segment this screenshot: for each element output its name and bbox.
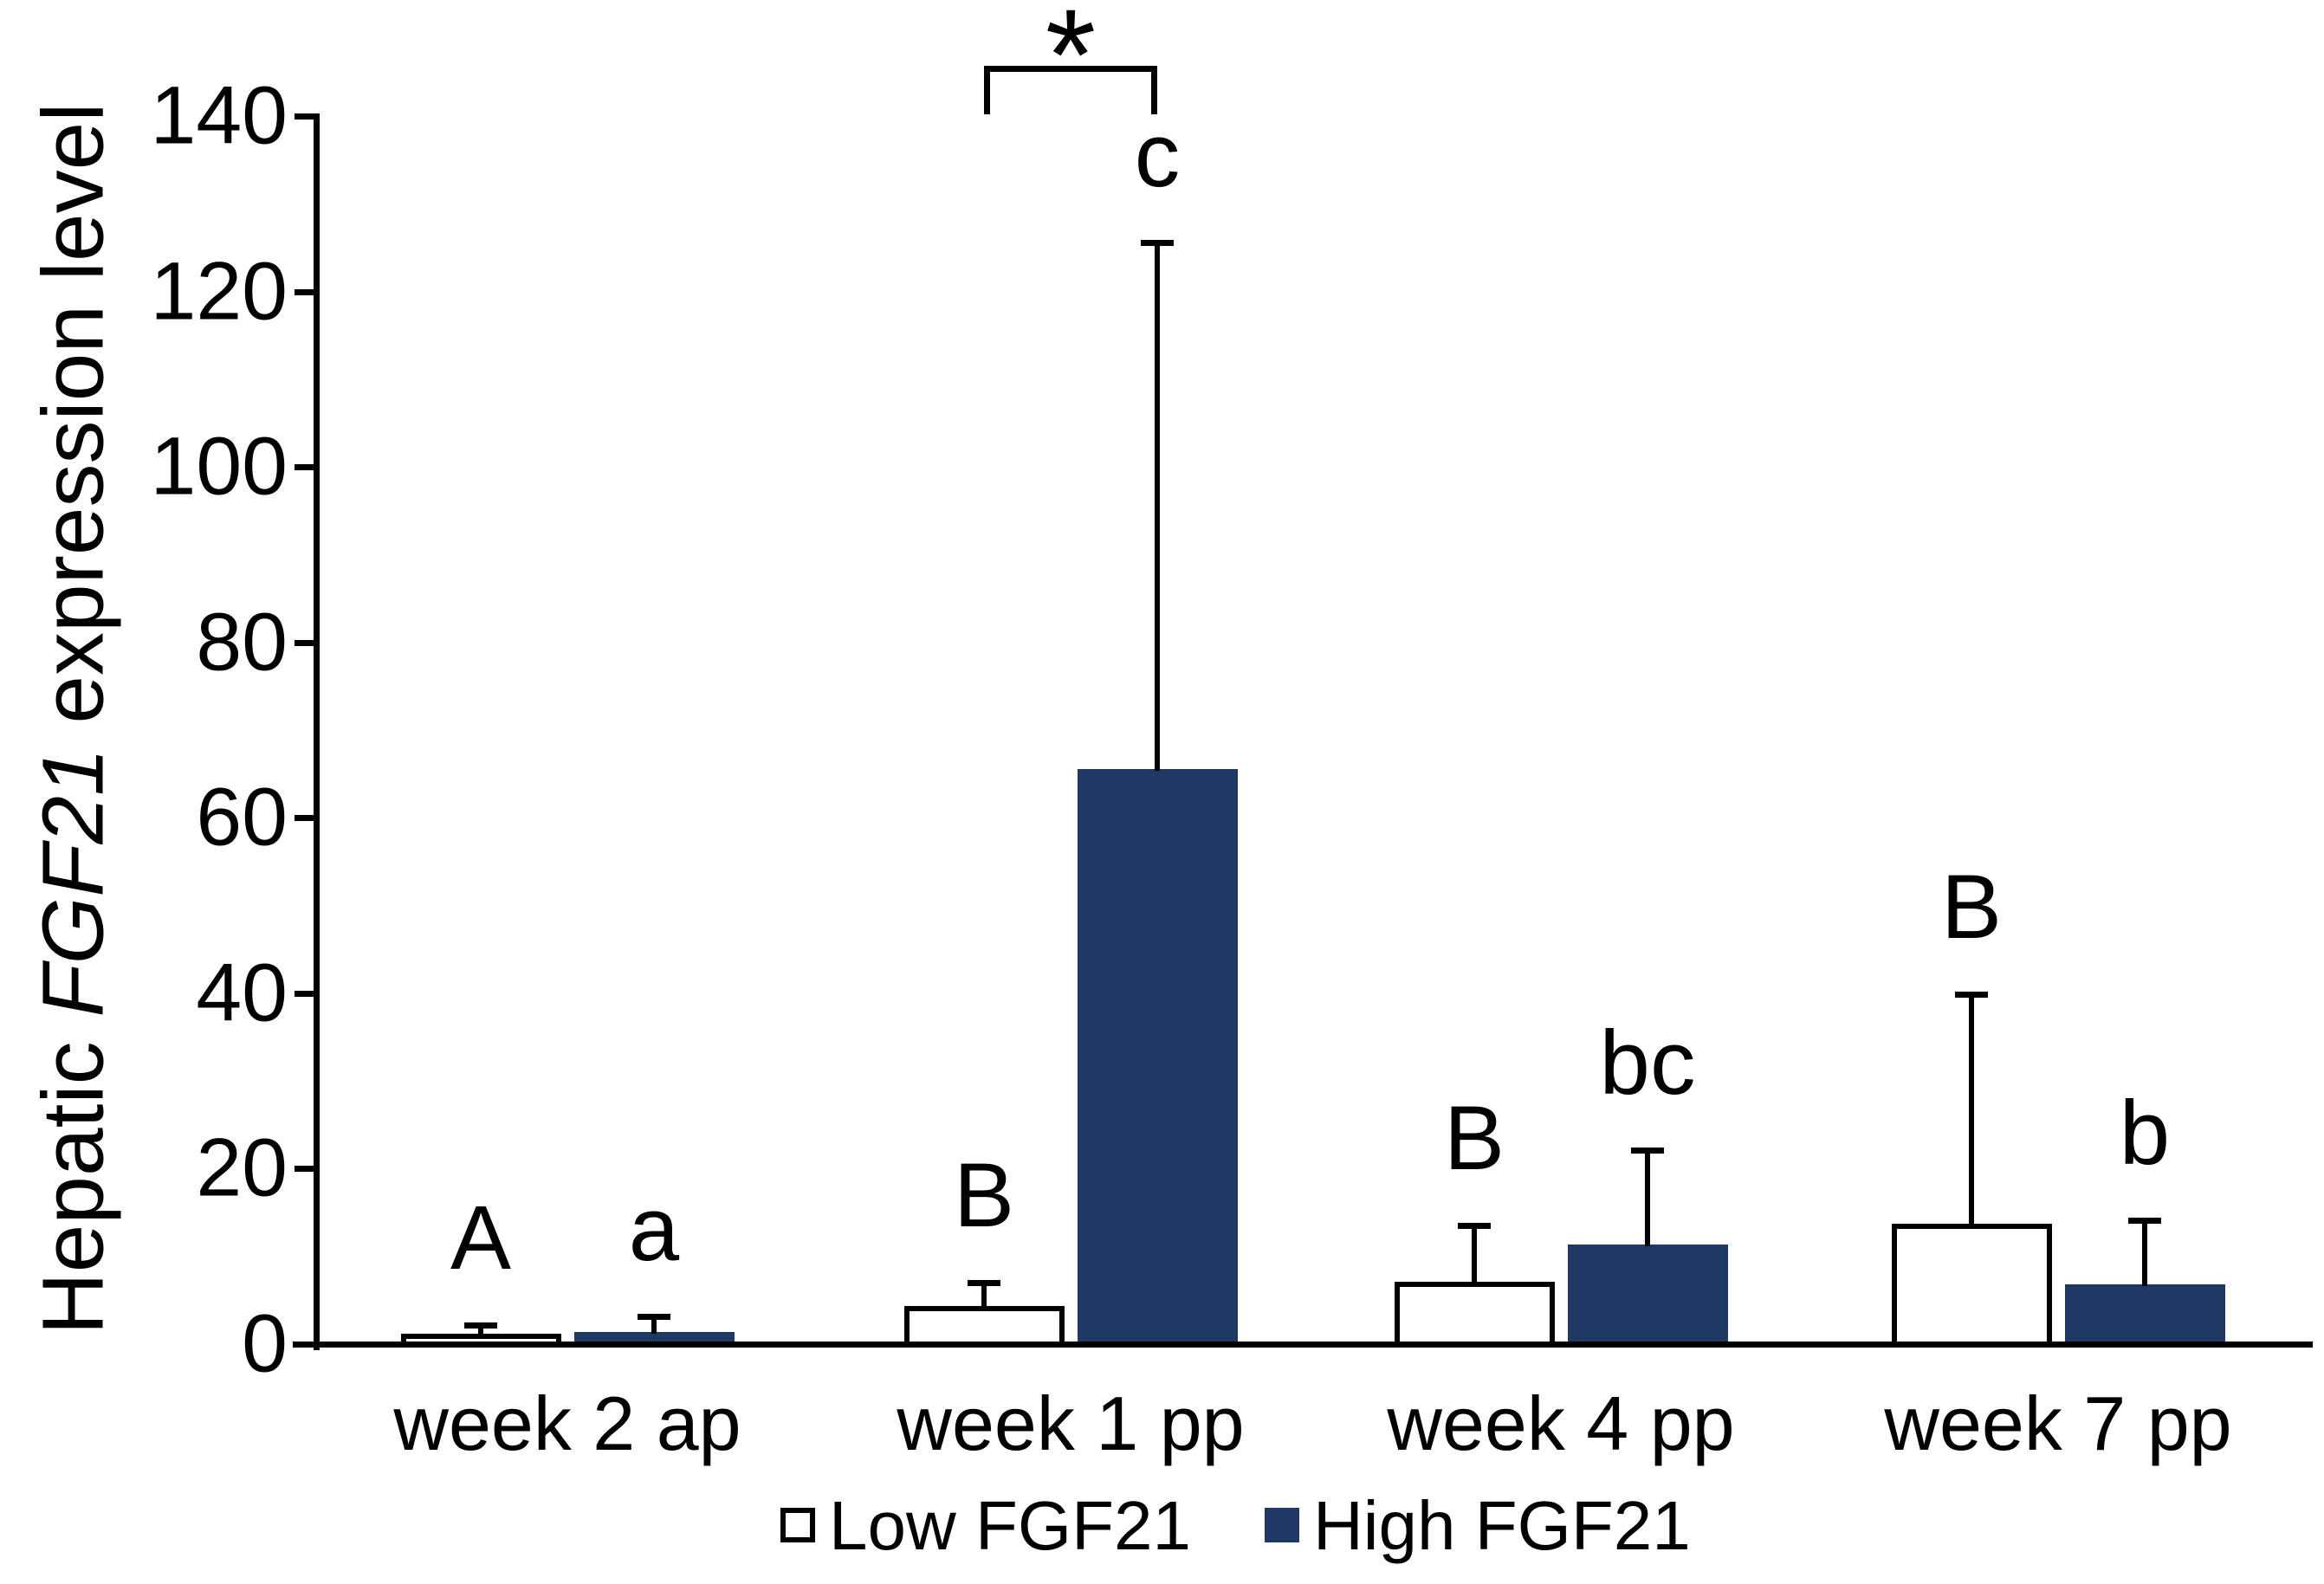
significance-letter: c [1134, 104, 1181, 206]
x-axis-label-week-2-ap: week 2 ap [393, 1380, 741, 1466]
significance-letter: B [953, 1145, 1015, 1247]
legend-swatch-high [1265, 1508, 1299, 1542]
error-bar [981, 1283, 987, 1309]
error-bar [478, 1324, 483, 1335]
y-tick [295, 639, 319, 646]
y-tick [295, 1166, 319, 1173]
bar-high-week-4-pp [1567, 1244, 1728, 1347]
error-bar-cap [638, 1313, 670, 1320]
y-tick [295, 464, 319, 471]
significance-letter: A [450, 1186, 512, 1289]
bar-low-week-4-pp [1394, 1282, 1555, 1347]
error-bar-cap [2128, 1218, 2161, 1225]
y-tick [295, 288, 319, 295]
bar-high-week-1-pp [1077, 768, 1238, 1347]
x-axis-label-week-1-pp: week 1 pp [897, 1380, 1245, 1466]
significance-letter: b [2119, 1083, 2171, 1185]
error-bar-cap [968, 1280, 1000, 1287]
y-tick [295, 113, 319, 120]
error-bar [651, 1316, 657, 1334]
y-tick-label: 120 [150, 245, 288, 338]
bar-low-week-7-pp [1891, 1224, 2052, 1347]
legend-swatch-low [780, 1508, 815, 1542]
y-tick [295, 990, 319, 997]
y-tick-label: 20 [196, 1122, 288, 1214]
significance-letter: bc [1599, 1012, 1696, 1115]
error-bar [1155, 242, 1160, 771]
bar-low-week-1-pp [903, 1306, 1065, 1347]
error-bar [1472, 1225, 1477, 1284]
bar-high-week-7-pp [2064, 1284, 2225, 1347]
significance-letter: B [1940, 856, 2003, 958]
error-bar [1969, 993, 1974, 1226]
x-axis-line [293, 1342, 2313, 1348]
error-bar-cap [1458, 1223, 1491, 1230]
significance-asterisk: * [1045, 0, 1097, 127]
significance-letter: a [628, 1178, 680, 1280]
error-bar-cap [464, 1322, 497, 1329]
y-tick [295, 815, 319, 822]
significance-bracket [984, 66, 1157, 114]
y-tick-label: 40 [196, 947, 288, 1039]
x-axis-label-week-4-pp: week 4 pp [1387, 1380, 1735, 1466]
y-tick-label: 0 [242, 1297, 288, 1390]
y-tick-label: 140 [150, 69, 288, 162]
y-axis-line [314, 113, 320, 1350]
x-axis-label-week-7-pp: week 7 pp [1884, 1380, 2232, 1466]
error-bar [1645, 1150, 1650, 1246]
error-bar-cap [1955, 991, 1988, 998]
y-tick-label: 80 [196, 596, 288, 689]
y-tick-label: 100 [150, 420, 288, 513]
error-bar-cap [1141, 239, 1174, 246]
y-tick-label: 60 [196, 771, 288, 863]
legend-label-high: High FGF21 [1313, 1487, 1691, 1564]
significance-letter: B [1443, 1088, 1505, 1190]
error-bar-cap [1631, 1148, 1664, 1154]
error-bar [2142, 1220, 2147, 1287]
legend-label-low: Low FGF21 [829, 1487, 1191, 1564]
